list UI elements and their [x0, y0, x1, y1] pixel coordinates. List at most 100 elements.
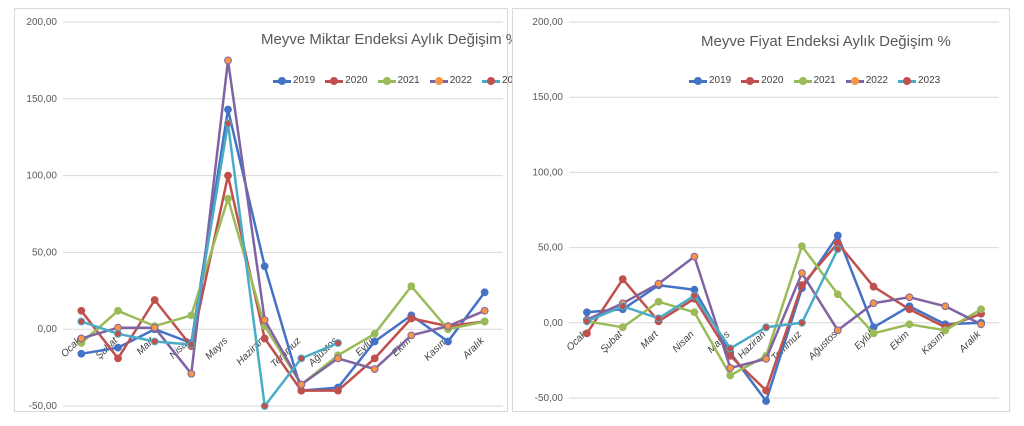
data-point-2020 [798, 281, 806, 290]
y-tick-label: -50,00 [29, 401, 58, 412]
data-point-2022 [334, 354, 342, 363]
series-line-2023 [80, 122, 339, 408]
data-point-2019 [583, 308, 591, 317]
chart-title: Meyve Fiyat Endeksi Aylık Değişim % [701, 33, 951, 50]
data-point-2019 [77, 349, 86, 358]
data-point-2020 [905, 305, 914, 314]
data-point-2022 [77, 334, 86, 343]
data-point-2022 [370, 365, 379, 374]
legend-swatch [741, 76, 760, 85]
data-point-2023 [77, 317, 86, 326]
data-point-2019 [224, 105, 232, 114]
data-point-2023 [150, 337, 159, 346]
y-tick-label: 50,00 [32, 247, 57, 258]
data-point-2023 [833, 245, 842, 254]
data-point-2022 [297, 380, 306, 389]
y-tick-label: 200,00 [26, 17, 57, 28]
data-point-2020 [224, 171, 232, 180]
y-tick-label: -50,00 [535, 393, 564, 404]
legend-item-2019: 2019 [689, 75, 731, 86]
data-point-2021 [941, 326, 950, 335]
legend-label: 2019 [709, 75, 732, 86]
data-point-2021 [618, 323, 627, 332]
data-point-2022 [726, 364, 735, 372]
data-point-2023 [654, 314, 663, 323]
legend-swatch [689, 76, 707, 85]
legend-swatch [325, 76, 344, 85]
data-point-2019 [762, 397, 770, 405]
legend-item-2023: 2023 [898, 75, 940, 86]
series-line-2023 [586, 248, 839, 350]
series-line-2021 [80, 197, 485, 386]
data-point-2023 [726, 344, 735, 353]
legend-label: 2023 [918, 75, 941, 86]
data-point-2020 [114, 354, 122, 363]
legend-swatch [482, 76, 500, 85]
legend-label: 2021 [397, 75, 420, 86]
data-point-2020 [334, 386, 342, 395]
legend-item-2022: 2022 [845, 75, 888, 86]
price-index-chart-panel: -50,00 0,00 50,00 100,00 150,00 200,00 Ocak Şub… [512, 8, 1010, 412]
data-point-2021 [114, 306, 122, 315]
data-point-2023 [762, 323, 770, 332]
data-point-2022 [690, 252, 699, 261]
data-point-2022 [905, 293, 914, 302]
x-tick-label: Aralık [957, 328, 984, 355]
data-point-2021 [224, 194, 232, 203]
data-point-2022 [187, 369, 196, 378]
data-point-2020 [77, 306, 86, 315]
legend-swatch [273, 76, 291, 85]
data-point-2021 [726, 371, 735, 380]
legend-item-2019: 2019 [273, 75, 315, 86]
data-point-2021 [798, 242, 806, 250]
data-point-2021 [187, 311, 196, 320]
series-line-2022 [80, 59, 486, 386]
data-point-2020 [618, 275, 627, 284]
data-point-2021 [977, 305, 985, 314]
data-point-2022 [977, 320, 985, 329]
data-point-2019 [260, 262, 269, 271]
legend-label: 2020 [345, 75, 368, 86]
data-point-2019 [444, 337, 452, 346]
x-tick-label: Ağustos [806, 329, 840, 363]
series-line-2020 [80, 174, 485, 392]
data-point-2021 [833, 290, 842, 299]
legend-swatch [793, 76, 812, 85]
data-point-2021 [480, 317, 489, 326]
quantity-index-chart-panel: -50,00 0,00 50,00 100,00 150,00 200,00 Ocak Şub… [14, 8, 524, 412]
data-point-2023 [187, 340, 196, 349]
data-point-2020 [869, 282, 878, 291]
series-line-2021 [586, 244, 982, 377]
y-tick-label: 150,00 [26, 94, 57, 105]
data-point-2021 [869, 329, 878, 338]
legend-label: 2021 [813, 75, 836, 86]
legend-label: 2019 [293, 75, 316, 86]
data-point-2019 [370, 337, 379, 346]
chart-title: Meyve Miktar Endeksi Aylık Değişim % [261, 31, 520, 48]
data-point-2021 [407, 282, 416, 291]
data-point-2020 [370, 354, 379, 363]
data-point-2022 [869, 299, 878, 308]
x-tick-label: Aralık [460, 335, 487, 362]
data-point-2019 [480, 288, 489, 297]
legend-item-2021: 2021 [793, 75, 836, 86]
data-point-2023 [690, 291, 699, 300]
data-point-2023 [618, 302, 627, 311]
x-tick-label: Ekim [888, 329, 912, 353]
data-point-2023 [798, 318, 806, 327]
data-point-2020 [150, 296, 159, 304]
legend-label: 2022 [449, 75, 472, 86]
data-point-2023 [297, 354, 306, 363]
data-point-2022 [150, 323, 159, 332]
y-tick-label: 100,00 [26, 171, 57, 182]
data-point-2021 [370, 329, 379, 338]
legend-label: 2022 [865, 75, 888, 86]
legend-swatch [845, 76, 864, 85]
data-point-2023 [334, 339, 342, 347]
legend-item-2020: 2020 [325, 75, 368, 86]
data-point-2021 [905, 320, 914, 329]
